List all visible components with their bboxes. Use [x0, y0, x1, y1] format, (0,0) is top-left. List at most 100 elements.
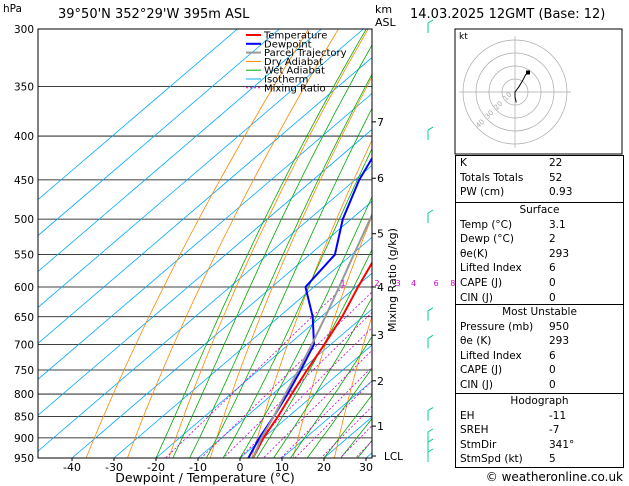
- surface-row: CAPE (J) 0: [456, 276, 623, 291]
- surface-row: Lifted Index 6: [456, 261, 623, 276]
- km-tick-label: 7: [377, 116, 384, 129]
- isotherm-line: [197, 308, 372, 458]
- surface-label: CAPE (J): [460, 276, 503, 289]
- surface-value: 293: [549, 247, 570, 260]
- pressure-tick-label: 450: [14, 175, 34, 187]
- storm-motion-marker: [526, 70, 530, 75]
- mixing-ratio-line: [294, 380, 372, 458]
- index-row: PW (cm) 0.93: [456, 185, 623, 200]
- legend-label: Dry Adiabat: [264, 57, 323, 68]
- surface-label: Dewp (°C): [460, 233, 514, 246]
- height-unit-label-2: ASL: [375, 16, 396, 29]
- mixing-ratio-label: 3: [396, 279, 401, 288]
- datetime-title: 14.03.2025 12GMT (Base: 12): [410, 7, 606, 22]
- wet-adiabat-line: [172, 44, 372, 458]
- pressure-unit-label: hPa: [3, 3, 22, 15]
- wind-barb-flag: [427, 334, 434, 339]
- surface-value: 0: [549, 276, 556, 289]
- wet-adiabat-line: [290, 335, 372, 458]
- most-unstable-value: 293: [549, 335, 570, 348]
- dry-adiabat-line: [168, 29, 369, 458]
- mixing-ratio-line: [223, 311, 372, 458]
- index-value: 52: [549, 171, 563, 184]
- dry-adiabat-line: [85, 29, 309, 458]
- hodograph-row: StmSpd (kt) 5: [456, 452, 623, 467]
- index-row: Totals Totals 52: [456, 171, 623, 186]
- surface-value: 2: [549, 233, 556, 246]
- wet-adiabat-line: [155, 29, 367, 458]
- x-tick-label: 20: [317, 461, 331, 474]
- hodograph-label: StmDir: [460, 438, 497, 451]
- mixing-ratio-line: [200, 291, 372, 458]
- wind-barb-flag: [427, 209, 434, 214]
- hodograph-value: 341°: [549, 438, 575, 451]
- surface-label: Temp (°C): [460, 218, 513, 231]
- dry-adiabat-line: [251, 139, 372, 458]
- wind-barb-flag: [427, 448, 434, 453]
- most-unstable-row: CIN (J) 0: [456, 378, 623, 393]
- isotherm-line: [155, 272, 372, 458]
- mixing-ratio-line: [263, 349, 372, 458]
- legend-label: Parcel Trajectory: [264, 48, 347, 59]
- pressure-tick-label: 350: [14, 81, 34, 93]
- hodograph-ring-label: 20: [493, 100, 505, 112]
- most-unstable-value: 950: [549, 320, 570, 333]
- pressure-tick-label: 950: [14, 453, 34, 465]
- wind-barb-flag: [427, 407, 434, 412]
- mixing-ratio-line: [280, 366, 372, 458]
- x-tick-label: -40: [63, 461, 81, 474]
- wet-adiabat-line: [273, 296, 372, 458]
- legend-label: Mixing Ratio: [264, 83, 326, 94]
- dry-adiabat-line: [209, 76, 372, 458]
- surface-label: CIN (J): [460, 291, 493, 304]
- index-label: Totals Totals: [460, 171, 524, 184]
- x-tick-label: -30: [105, 461, 123, 474]
- hodograph-panel: [454, 28, 623, 155]
- isotherm-line: [38, 164, 372, 452]
- hodograph-ring-label: 10: [502, 91, 514, 103]
- hodograph-label: EH: [460, 409, 475, 422]
- legend-label: Isotherm: [264, 75, 308, 86]
- legend-label: Dewpoint: [264, 39, 312, 50]
- wind-barb-flag: [427, 126, 434, 131]
- hodograph-row: SREH -7: [456, 423, 623, 438]
- dry-adiabat-line: [334, 314, 372, 458]
- wet-adiabat-line: [239, 196, 372, 458]
- most-unstable-value: 0: [549, 378, 556, 391]
- pressure-tick-label: 550: [14, 250, 34, 262]
- mixing-ratio-label: 6: [434, 279, 439, 288]
- hodograph-unit-label: kt: [459, 32, 468, 42]
- hodograph-table-panel: Hodograph EH -11 SREH -7 StmDir 341° StmSpd (k…: [455, 393, 624, 468]
- km-tick-label: 4: [377, 281, 384, 294]
- isotherm-line: [281, 380, 372, 458]
- pressure-tick-label: 500: [14, 214, 34, 226]
- plot-frame: [37, 28, 373, 459]
- km-tick-label: 1: [377, 420, 384, 433]
- isotherm-line: [38, 92, 372, 380]
- mixing-ratio-label: 4: [411, 279, 416, 288]
- pressure-tick-label: 800: [14, 389, 34, 401]
- pressure-tick-label: 850: [14, 412, 34, 424]
- mixing-ratio-line: [165, 286, 344, 458]
- dry-adiabat-line: [127, 29, 339, 458]
- hodograph-trace: [514, 72, 529, 103]
- hodograph-row: StmDir 341°: [456, 438, 623, 453]
- most-unstable-row: θe (K) 293: [456, 334, 623, 349]
- dry-adiabat-line: [292, 215, 372, 458]
- surface-label: Lifted Index: [460, 262, 522, 275]
- legend-label: Temperature: [263, 31, 327, 42]
- wind-barb-flag: [427, 307, 434, 312]
- index-row: K 22: [456, 156, 623, 171]
- surface-row: Temp (°C) 3.1: [456, 218, 623, 233]
- surface-row: θe(K) 293: [456, 247, 623, 262]
- most-unstable-label: θe (K): [460, 335, 492, 348]
- parcel-trajectory: [252, 212, 372, 458]
- km-tick-label: 6: [377, 172, 384, 185]
- most-unstable-label: CAPE (J): [460, 364, 503, 377]
- hodograph-ring-label: 40: [474, 118, 486, 130]
- surface-title: Surface: [519, 204, 560, 216]
- most-unstable-row: Lifted Index 6: [456, 349, 623, 364]
- hodograph-row: EH -11: [456, 409, 623, 424]
- hodograph-value: -7: [549, 424, 560, 437]
